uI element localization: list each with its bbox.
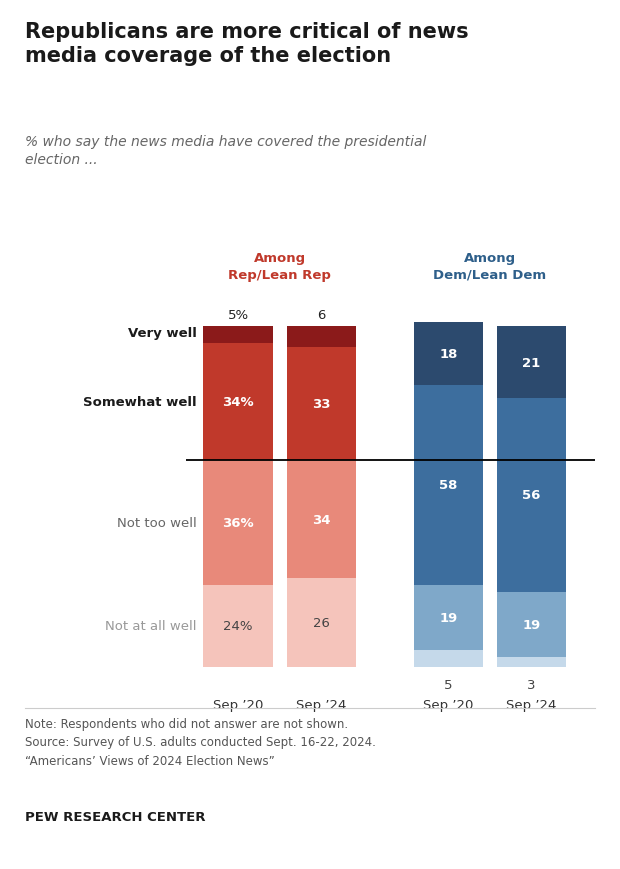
Text: 21: 21: [523, 356, 541, 369]
Text: 34: 34: [312, 513, 330, 526]
Text: 19: 19: [440, 611, 458, 624]
Bar: [497, 399, 566, 592]
Text: Very well: Very well: [128, 327, 197, 340]
Text: % who say the news media have covered the presidential
election ...: % who say the news media have covered th…: [25, 135, 426, 167]
Bar: [203, 585, 273, 667]
Bar: [203, 327, 273, 344]
Text: Sep ’24: Sep ’24: [507, 699, 557, 712]
Bar: [414, 385, 483, 585]
Bar: [286, 327, 356, 347]
Text: 5: 5: [444, 678, 453, 691]
Text: 56: 56: [523, 489, 541, 501]
Text: 26: 26: [313, 616, 330, 629]
Text: 3: 3: [528, 678, 536, 691]
Text: 36%: 36%: [222, 516, 254, 529]
Text: Not too well: Not too well: [117, 516, 197, 529]
Text: Among
Rep/Lean Rep: Among Rep/Lean Rep: [228, 252, 331, 282]
Bar: [286, 461, 356, 578]
Bar: [414, 323, 483, 385]
Bar: [203, 461, 273, 585]
Text: Note: Respondents who did not answer are not shown.
Source: Survey of U.S. adult: Note: Respondents who did not answer are…: [25, 717, 376, 766]
Text: Somewhat well: Somewhat well: [83, 395, 197, 408]
Bar: [497, 592, 566, 657]
Text: Among
Dem/Lean Dem: Among Dem/Lean Dem: [433, 252, 547, 282]
Text: Sep ’20: Sep ’20: [213, 699, 264, 712]
Bar: [414, 650, 483, 667]
Bar: [497, 657, 566, 667]
Bar: [286, 347, 356, 461]
Bar: [203, 344, 273, 461]
Text: 24%: 24%: [223, 620, 253, 633]
Text: 19: 19: [523, 618, 541, 631]
Text: 5%: 5%: [228, 308, 249, 322]
Text: 34%: 34%: [222, 395, 254, 408]
Bar: [414, 585, 483, 650]
Text: Republicans are more critical of news
media coverage of the election: Republicans are more critical of news me…: [25, 22, 469, 66]
Text: 6: 6: [317, 308, 326, 322]
Text: 33: 33: [312, 397, 330, 410]
Text: 58: 58: [439, 479, 458, 492]
Bar: [497, 327, 566, 399]
Text: Sep ’24: Sep ’24: [296, 699, 347, 712]
Text: Not at all well: Not at all well: [105, 620, 197, 633]
Text: PEW RESEARCH CENTER: PEW RESEARCH CENTER: [25, 810, 205, 823]
Bar: [286, 578, 356, 667]
Text: 18: 18: [439, 348, 458, 361]
Text: Sep ’20: Sep ’20: [423, 699, 474, 712]
